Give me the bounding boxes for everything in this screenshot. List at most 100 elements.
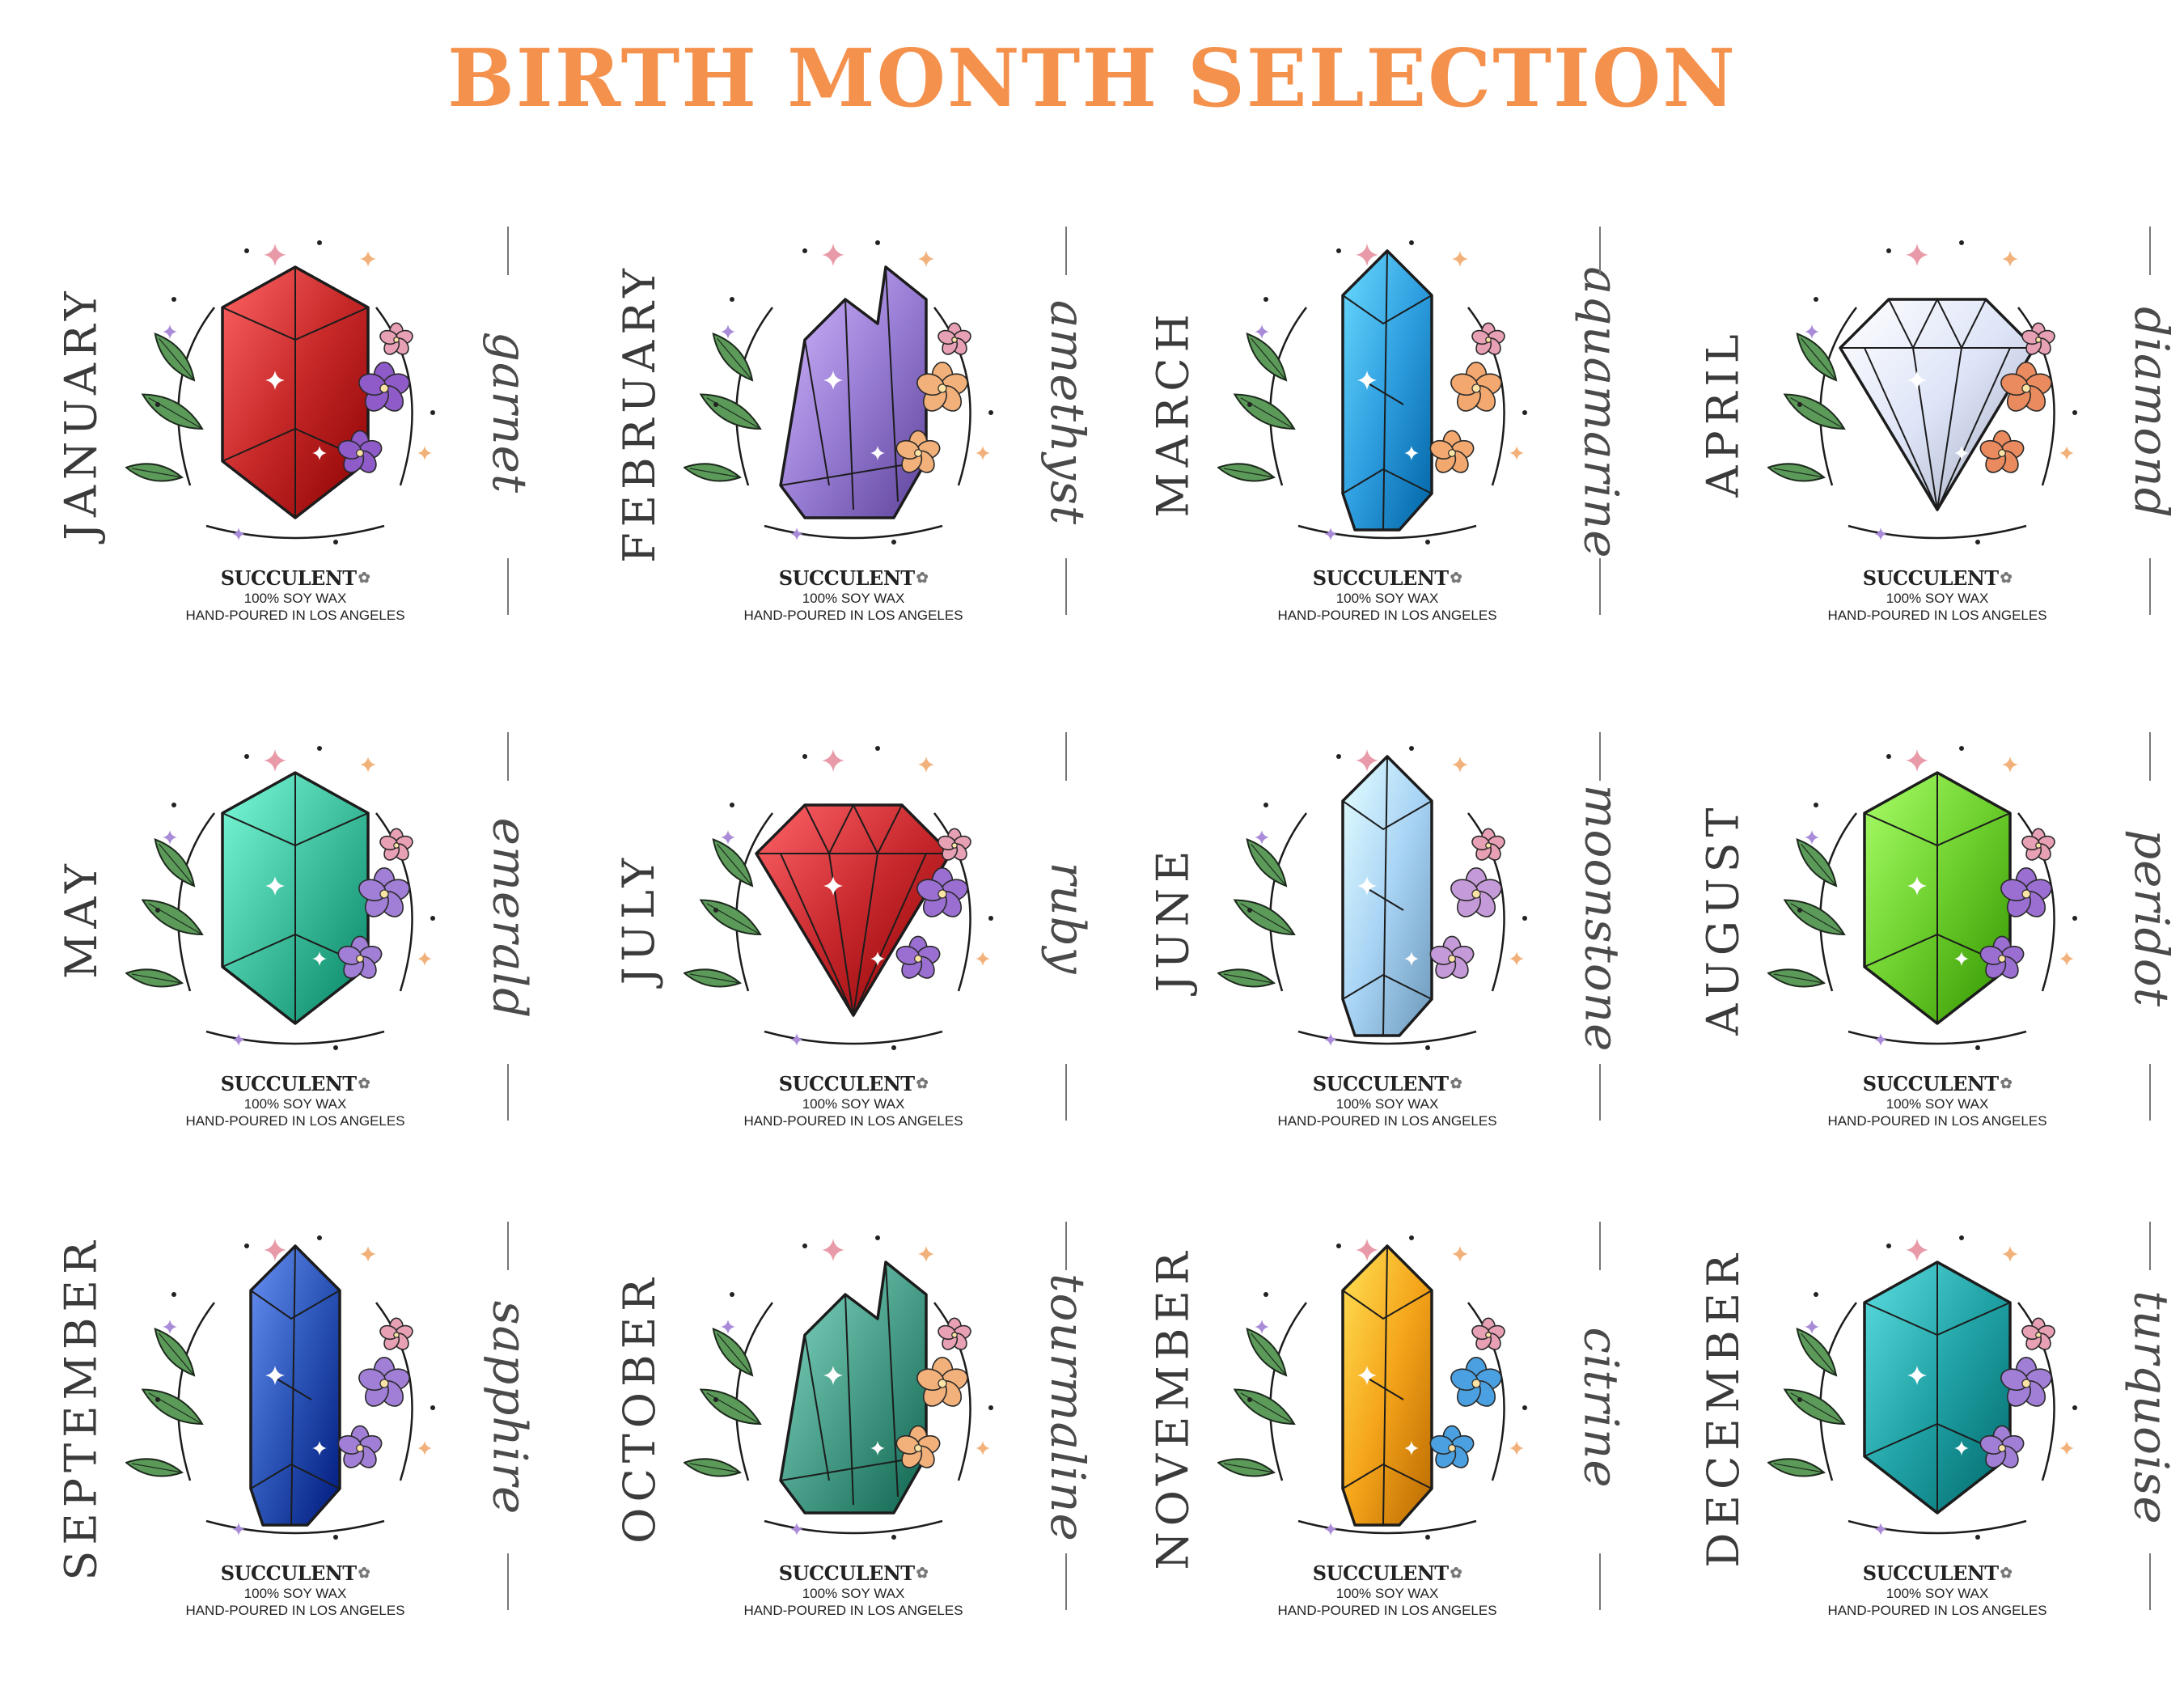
gem-name-label: diamond (2124, 307, 2179, 519)
crescent-moon-icon (187, 258, 209, 300)
soy-wax-line: 100% SOY WAX (802, 1096, 905, 1112)
gem-label-wrap: diamond (2107, 202, 2184, 623)
dot-decoration (891, 540, 896, 544)
brand-name: SUCCULENT (778, 1561, 915, 1585)
script-flourish (1599, 1553, 1601, 1610)
crescent-moon-icon (745, 1253, 767, 1295)
plant-sprout-icon: ✿ (916, 1075, 929, 1092)
gemstone-icon (221, 771, 370, 1025)
leaf-icon (684, 463, 743, 482)
star-sparkle-icon (163, 830, 177, 845)
dot-decoration (988, 410, 993, 415)
gem-sparkle-icon (1907, 1366, 1927, 1385)
vine-stem (1848, 1519, 2027, 1535)
flower-icon (1429, 430, 1475, 473)
dot-decoration (713, 908, 718, 913)
month-label-wrap: AUGUST (1687, 708, 1759, 1129)
month-label: NOVEMBER (1147, 1245, 1199, 1570)
script-flourish (2149, 558, 2151, 615)
hand-poured-line: HAND-POURED IN LOS ANGELES (743, 1603, 963, 1618)
star-sparkle-icon (976, 951, 990, 966)
gem-sparkle-icon (870, 1441, 885, 1455)
vine-stem (933, 307, 971, 486)
brand-name: SUCCULENT (1312, 1072, 1449, 1095)
star-sparkle-icon (976, 446, 990, 460)
leaf-icon (1246, 332, 1288, 382)
dot-decoration (155, 402, 160, 407)
star-sparkle-icon (1805, 1320, 1819, 1334)
flower-icon (916, 1357, 968, 1407)
star-sparkle-icon (721, 830, 735, 845)
month-label: SEPTEMBER (55, 1235, 107, 1581)
dot-decoration (988, 916, 993, 921)
plant-sprout-icon: ✿ (358, 1565, 370, 1582)
gemstone-icon (221, 265, 370, 519)
dot-decoration (1409, 240, 1414, 245)
dot-decoration (1797, 1397, 1802, 1402)
birth-month-card: JUNE moonstone SUCCULENT ✿ 100% SOY WAX H… (1136, 708, 1654, 1210)
brand-block: SUCCULENT ✿ 100% SOY WAX HAND-POURED IN … (1759, 1072, 2115, 1129)
leaf-icon (712, 1327, 754, 1377)
brand-block: SUCCULENT ✿ 100% SOY WAX HAND-POURED IN … (1759, 566, 2115, 624)
leaf-icon (1217, 1458, 1276, 1477)
birth-month-card: OCTOBER tourmaline SUCCULENT ✿ 100% SOY W… (603, 1197, 1120, 1699)
star-sparkle-icon (1255, 830, 1269, 845)
vine-stem (375, 307, 413, 486)
dot-decoration (713, 1397, 718, 1402)
gem-label-wrap: moonstone (1557, 708, 1646, 1129)
leaf-icon (141, 899, 204, 936)
gem-sparkle-icon (1404, 951, 1419, 966)
flower-icon (358, 867, 410, 917)
dot-decoration (333, 540, 338, 544)
flower-icon (1429, 935, 1475, 979)
star-sparkle-icon (918, 251, 934, 267)
dot-decoration (1959, 746, 1964, 751)
plant-sprout-icon: ✿ (916, 570, 929, 587)
vine-stem (177, 1302, 215, 1481)
script-flourish (507, 1064, 509, 1121)
dot-decoration (1886, 248, 1891, 253)
leaf-icon (1217, 968, 1276, 988)
gemstone-illustration (1217, 1235, 1527, 1540)
brand-block: SUCCULENT ✿ 100% SOY WAX HAND-POURED IN … (675, 1072, 1031, 1129)
star-sparkle-icon (1906, 749, 1928, 772)
hand-poured-line: HAND-POURED IN LOS ANGELES (185, 1113, 405, 1129)
gem-sparkle-icon (265, 876, 285, 896)
star-sparkle-icon (1356, 749, 1378, 772)
gemstone-icon (779, 1260, 928, 1515)
gem-name-label: moonstone (1574, 784, 1629, 1053)
hand-poured-line: HAND-POURED IN LOS ANGELES (743, 608, 963, 623)
flower-icon (2021, 1317, 2055, 1350)
flower-icon (895, 935, 941, 979)
script-flourish (1599, 227, 1601, 275)
brand-name: SUCCULENT (1862, 1072, 1999, 1095)
script-flourish (1065, 558, 1067, 615)
leaf-icon (154, 1327, 196, 1377)
gem-sparkle-icon (312, 1441, 327, 1455)
flower-icon (895, 1425, 941, 1468)
brand-logo: SUCCULENT ✿ (1863, 1561, 2013, 1585)
birth-month-card: MAY emerald SUCCULENT ✿ 100% SOY WAX HAND… (44, 708, 562, 1210)
star-sparkle-icon (360, 756, 376, 773)
leaf-icon (684, 968, 743, 988)
plant-sprout-icon: ✿ (1450, 1565, 1462, 1582)
hand-poured-line: HAND-POURED IN LOS ANGELES (1277, 608, 1497, 623)
crescent-moon-icon (187, 764, 209, 806)
gemstone-illustration (125, 746, 435, 1050)
vine-stem (1467, 812, 1505, 992)
dot-decoration (244, 248, 249, 253)
dot-decoration (1814, 803, 1818, 807)
crescent-moon-icon (187, 1253, 209, 1295)
gem-sparkle-icon (1954, 951, 1969, 966)
brand-name: SUCCULENT (1312, 1561, 1449, 1585)
gem-sparkle-icon (1357, 1366, 1377, 1385)
star-sparkle-icon (1356, 1239, 1378, 1261)
leaf-icon (1767, 463, 1826, 482)
flower-icon (938, 1317, 971, 1350)
gemstone-illustration (684, 1235, 993, 1540)
gemstone-illustration (1767, 1235, 2077, 1540)
gem-sparkle-icon (870, 951, 885, 966)
leaf-icon (699, 1388, 762, 1426)
dot-decoration (1814, 297, 1818, 302)
dot-decoration (1975, 540, 1980, 544)
